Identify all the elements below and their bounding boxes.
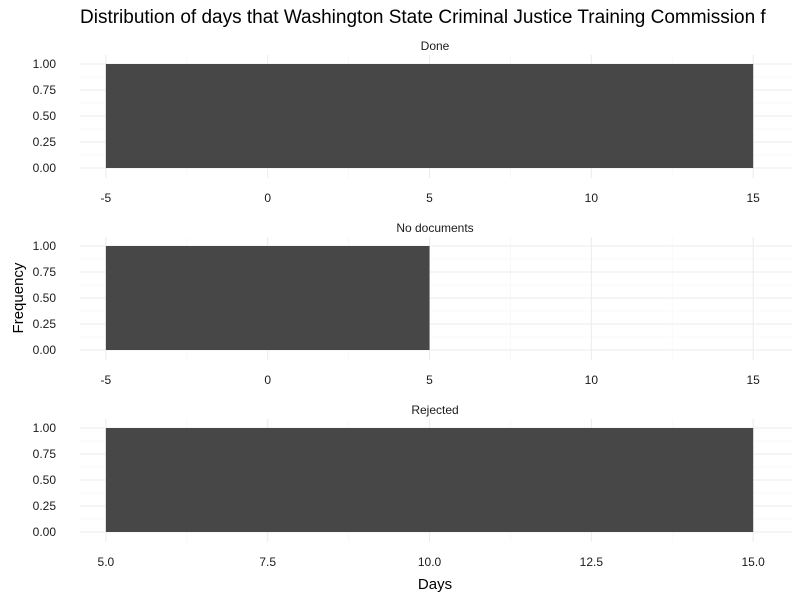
x-tick-label: 15.0 xyxy=(741,555,765,569)
y-tick-label: 1.00 xyxy=(33,239,57,253)
y-tick-label: 0.00 xyxy=(33,525,57,539)
y-tick-label: 0.00 xyxy=(33,161,57,175)
x-tick-label: 12.5 xyxy=(580,555,604,569)
x-tick-label: 10.0 xyxy=(418,555,442,569)
x-tick-label: 5 xyxy=(426,191,433,205)
y-tick-label: 0.75 xyxy=(33,83,57,97)
x-tick-label: 15 xyxy=(746,191,760,205)
x-tick-label: 10 xyxy=(585,373,599,387)
x-tick-label: 5.0 xyxy=(98,555,115,569)
x-tick-label: 15 xyxy=(746,373,760,387)
facet-panel-rejected: Rejected 0.00 0.25 0.50 0.75 1.00 5.0 7.5 10.0 12… xyxy=(33,403,792,569)
x-tick-label: 7.5 xyxy=(259,555,276,569)
facet-panel-no-documents: No documents 0.00 0.25 0.50 0.75 1.00 -5 0 5 10 15 xyxy=(33,221,792,387)
y-tick-label: 0.50 xyxy=(33,291,57,305)
histogram-bar xyxy=(105,64,754,168)
y-tick-label: 0.75 xyxy=(33,447,57,461)
x-tick-label: -5 xyxy=(101,373,112,387)
y-tick-label: 0.25 xyxy=(33,135,57,149)
x-tick-label: 5 xyxy=(426,373,433,387)
y-tick-label: 0.50 xyxy=(33,473,57,487)
chart-title: Distribution of days that Washington Sta… xyxy=(80,7,766,28)
y-tick-label: 0.25 xyxy=(33,317,57,331)
x-axis-title: Days xyxy=(418,576,452,593)
facet-strip-label: Done xyxy=(421,39,450,53)
y-tick-label: 1.00 xyxy=(33,421,57,435)
x-tick-label: 0 xyxy=(264,191,271,205)
histogram-bar xyxy=(105,428,754,532)
facet-strip-label: No documents xyxy=(396,221,473,235)
histogram-bar xyxy=(105,246,430,350)
facet-panel-done: Done 0.00 0.25 0.50 0.75 1.00 -5 0 5 10 15 xyxy=(33,39,792,205)
y-tick-label: 0.00 xyxy=(33,343,57,357)
x-tick-label: -5 xyxy=(101,191,112,205)
x-tick-label: 0 xyxy=(264,373,271,387)
y-tick-label: 1.00 xyxy=(33,57,57,71)
y-tick-label: 0.25 xyxy=(33,499,57,513)
x-tick-label: 10 xyxy=(585,191,599,205)
facet-strip-label: Rejected xyxy=(411,403,458,417)
y-tick-label: 0.75 xyxy=(33,265,57,279)
y-tick-label: 0.50 xyxy=(33,109,57,123)
y-axis-title: Frequency xyxy=(10,262,27,333)
